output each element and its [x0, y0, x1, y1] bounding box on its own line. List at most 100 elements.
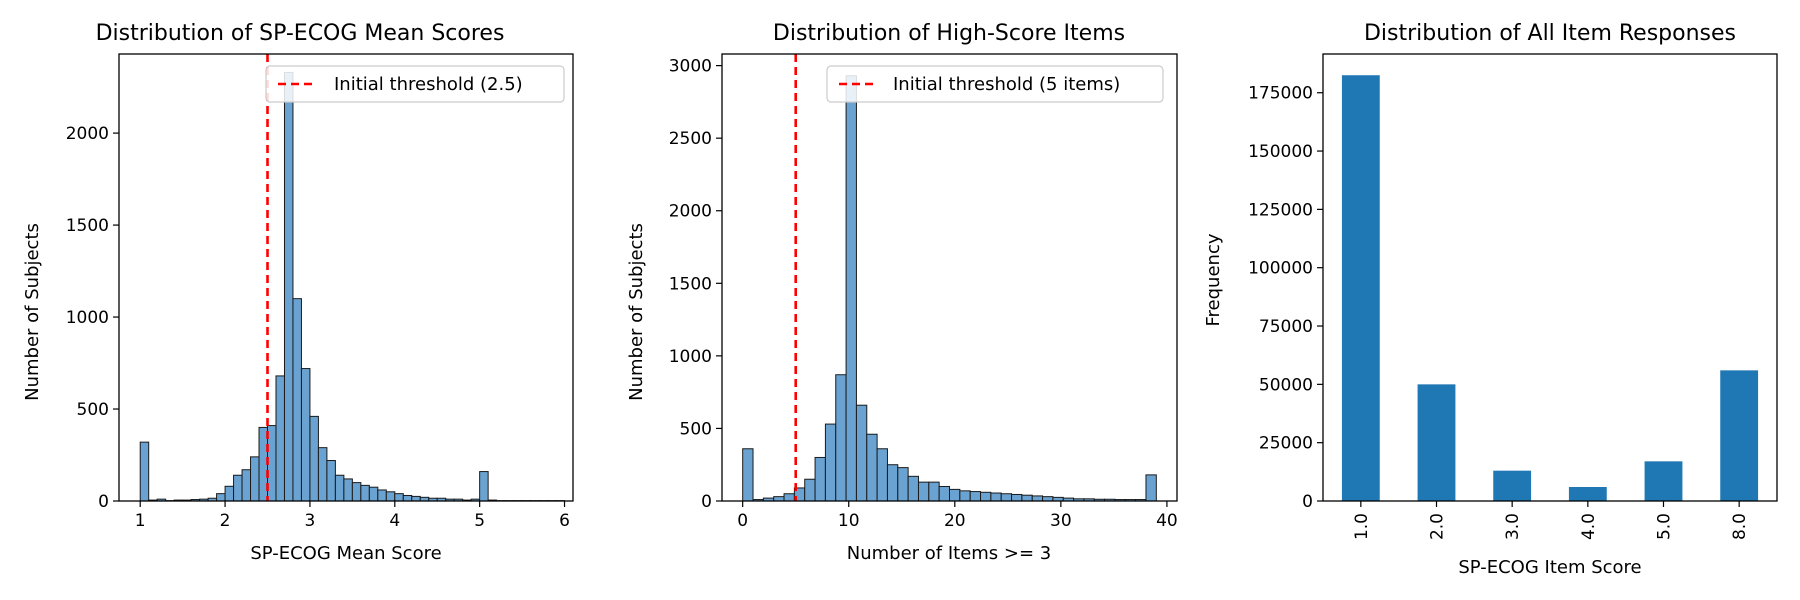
histogram-bar: [241, 469, 252, 502]
x-axis-label: SP-ECOG Mean Score: [250, 543, 441, 564]
histogram-bar: [969, 491, 982, 502]
histogram-bar: [216, 493, 226, 502]
y-tick-label: 2000: [669, 202, 712, 222]
histogram-bar: [283, 71, 294, 502]
histogram-bar: [886, 464, 899, 502]
x-axis-label: SP-ECOG Item Score: [1458, 557, 1641, 578]
bar-4.0: [1568, 487, 1607, 501]
y-tick-label: 25000: [1259, 434, 1313, 454]
x-tick-label: 40: [1156, 511, 1178, 531]
histogram-bar: [360, 484, 370, 502]
histogram-bars: [742, 75, 1157, 502]
plot-frame: [1322, 53, 1778, 502]
histogram-bar: [1000, 493, 1013, 502]
x-axis-label: Number of Items >= 3: [847, 543, 1052, 564]
axis-ticks: 1 2 3 4 5 6 0 500 1000 1500 2000: [66, 124, 570, 531]
chart-title: Distribution of High-Score Items: [773, 21, 1125, 46]
y-tick-label: 1000: [66, 308, 109, 328]
histogram-bar: [938, 485, 951, 502]
histogram-bar: [377, 489, 387, 502]
histogram-bar: [990, 492, 1002, 502]
chart-title: Distribution of SP-ECOG Mean Scores: [96, 21, 505, 46]
bar-1.0: [1341, 75, 1380, 501]
y-tick-label: 125000: [1248, 200, 1313, 220]
legend: Initial threshold (2.5): [265, 65, 565, 103]
y-tick-label: 3000: [669, 57, 712, 77]
x-tick-label: 4.0: [1579, 513, 1599, 540]
x-tick-label: 1.0: [1352, 513, 1372, 540]
x-tick-label: 4: [389, 511, 400, 531]
histogram-bar: [1042, 496, 1054, 502]
y-tick-label: 0: [98, 492, 109, 512]
plot-frame: [118, 53, 574, 502]
x-tick-label: 30: [1050, 511, 1072, 531]
histogram-bar: [394, 493, 404, 502]
x-tick-label: 6: [559, 511, 570, 531]
x-tick-label: 2.0: [1428, 513, 1448, 540]
histogram-bar: [1021, 494, 1033, 502]
x-tick-label: 8.0: [1730, 513, 1750, 540]
mean-score-histogram-panel: Distribution of SP-ECOG Mean Scores SP-E…: [22, 21, 574, 564]
x-tick-label: 5: [474, 511, 485, 531]
bar-2.0: [1417, 384, 1456, 501]
x-tick-label: 20: [944, 511, 966, 531]
histogram-bars: [139, 71, 566, 502]
y-tick-label: 75000: [1259, 317, 1313, 337]
y-tick-label: 175000: [1248, 84, 1313, 104]
y-tick-label: 0: [1302, 492, 1313, 512]
histogram-bar: [250, 456, 260, 502]
x-tick-label: 5.0: [1655, 513, 1675, 540]
legend-box: [826, 65, 1164, 103]
histogram-bar: [326, 460, 336, 502]
histogram-bar: [783, 493, 795, 502]
histogram-bar: [897, 467, 909, 502]
axis-ticks: 1.0 2.0 3.0 4.0 5.0 8.0 0 25000 50000 75000 100000…: [1248, 84, 1750, 540]
y-tick-label: 500: [680, 419, 712, 439]
plot-frame: [721, 53, 1178, 502]
x-tick-label: 3.0: [1503, 513, 1523, 540]
histogram-bar: [343, 478, 353, 502]
y-tick-label: 500: [77, 400, 109, 420]
histogram-bar: [139, 441, 150, 502]
histogram-bar: [855, 404, 868, 502]
histogram-bar: [907, 475, 919, 502]
bar-8.0: [1720, 370, 1759, 501]
category-bars: [1341, 75, 1759, 501]
high-score-items-histogram-panel: Distribution of High-Score Items Number …: [626, 21, 1178, 564]
legend: Initial threshold (5 items): [826, 65, 1164, 103]
axis-ticks: 0 10 20 30 40 0 500 1000 1500 2000 2500 3000: [669, 57, 1178, 531]
y-tick-label: 100000: [1248, 259, 1313, 279]
histogram-bar: [949, 488, 961, 502]
y-tick-label: 50000: [1259, 375, 1313, 395]
legend-threshold-label: Initial threshold (2.5): [334, 74, 523, 95]
histogram-bar: [1011, 493, 1023, 502]
x-tick-label: 10: [838, 511, 860, 531]
histogram-bar: [309, 415, 319, 502]
histogram-bar: [959, 490, 971, 502]
histogram-bar: [368, 486, 379, 502]
histogram-bar: [804, 478, 816, 502]
histogram-bar: [773, 496, 785, 502]
histogram-bar: [742, 448, 754, 502]
y-tick-label: 1500: [669, 274, 712, 294]
histogram-bar: [928, 481, 940, 502]
histogram-bar: [385, 491, 396, 502]
histogram-bar: [351, 482, 362, 502]
histogram-bar: [1145, 474, 1157, 502]
histogram-bar: [300, 368, 311, 502]
histogram-bar: [317, 447, 328, 502]
x-tick-label: 3: [305, 511, 316, 531]
y-axis-label: Number of Subjects: [22, 223, 43, 401]
histogram-bar: [845, 75, 857, 502]
histogram-bar: [334, 474, 345, 502]
histogram-bar: [233, 474, 243, 502]
y-tick-label: 0: [701, 492, 712, 512]
histogram-bar: [224, 485, 235, 502]
histogram-bar: [1031, 495, 1044, 502]
x-tick-label: 1: [135, 511, 146, 531]
y-tick-label: 1000: [669, 347, 712, 367]
histogram-bar: [835, 374, 847, 502]
y-axis-label: Frequency: [1203, 233, 1224, 326]
histogram-bar: [275, 375, 285, 502]
